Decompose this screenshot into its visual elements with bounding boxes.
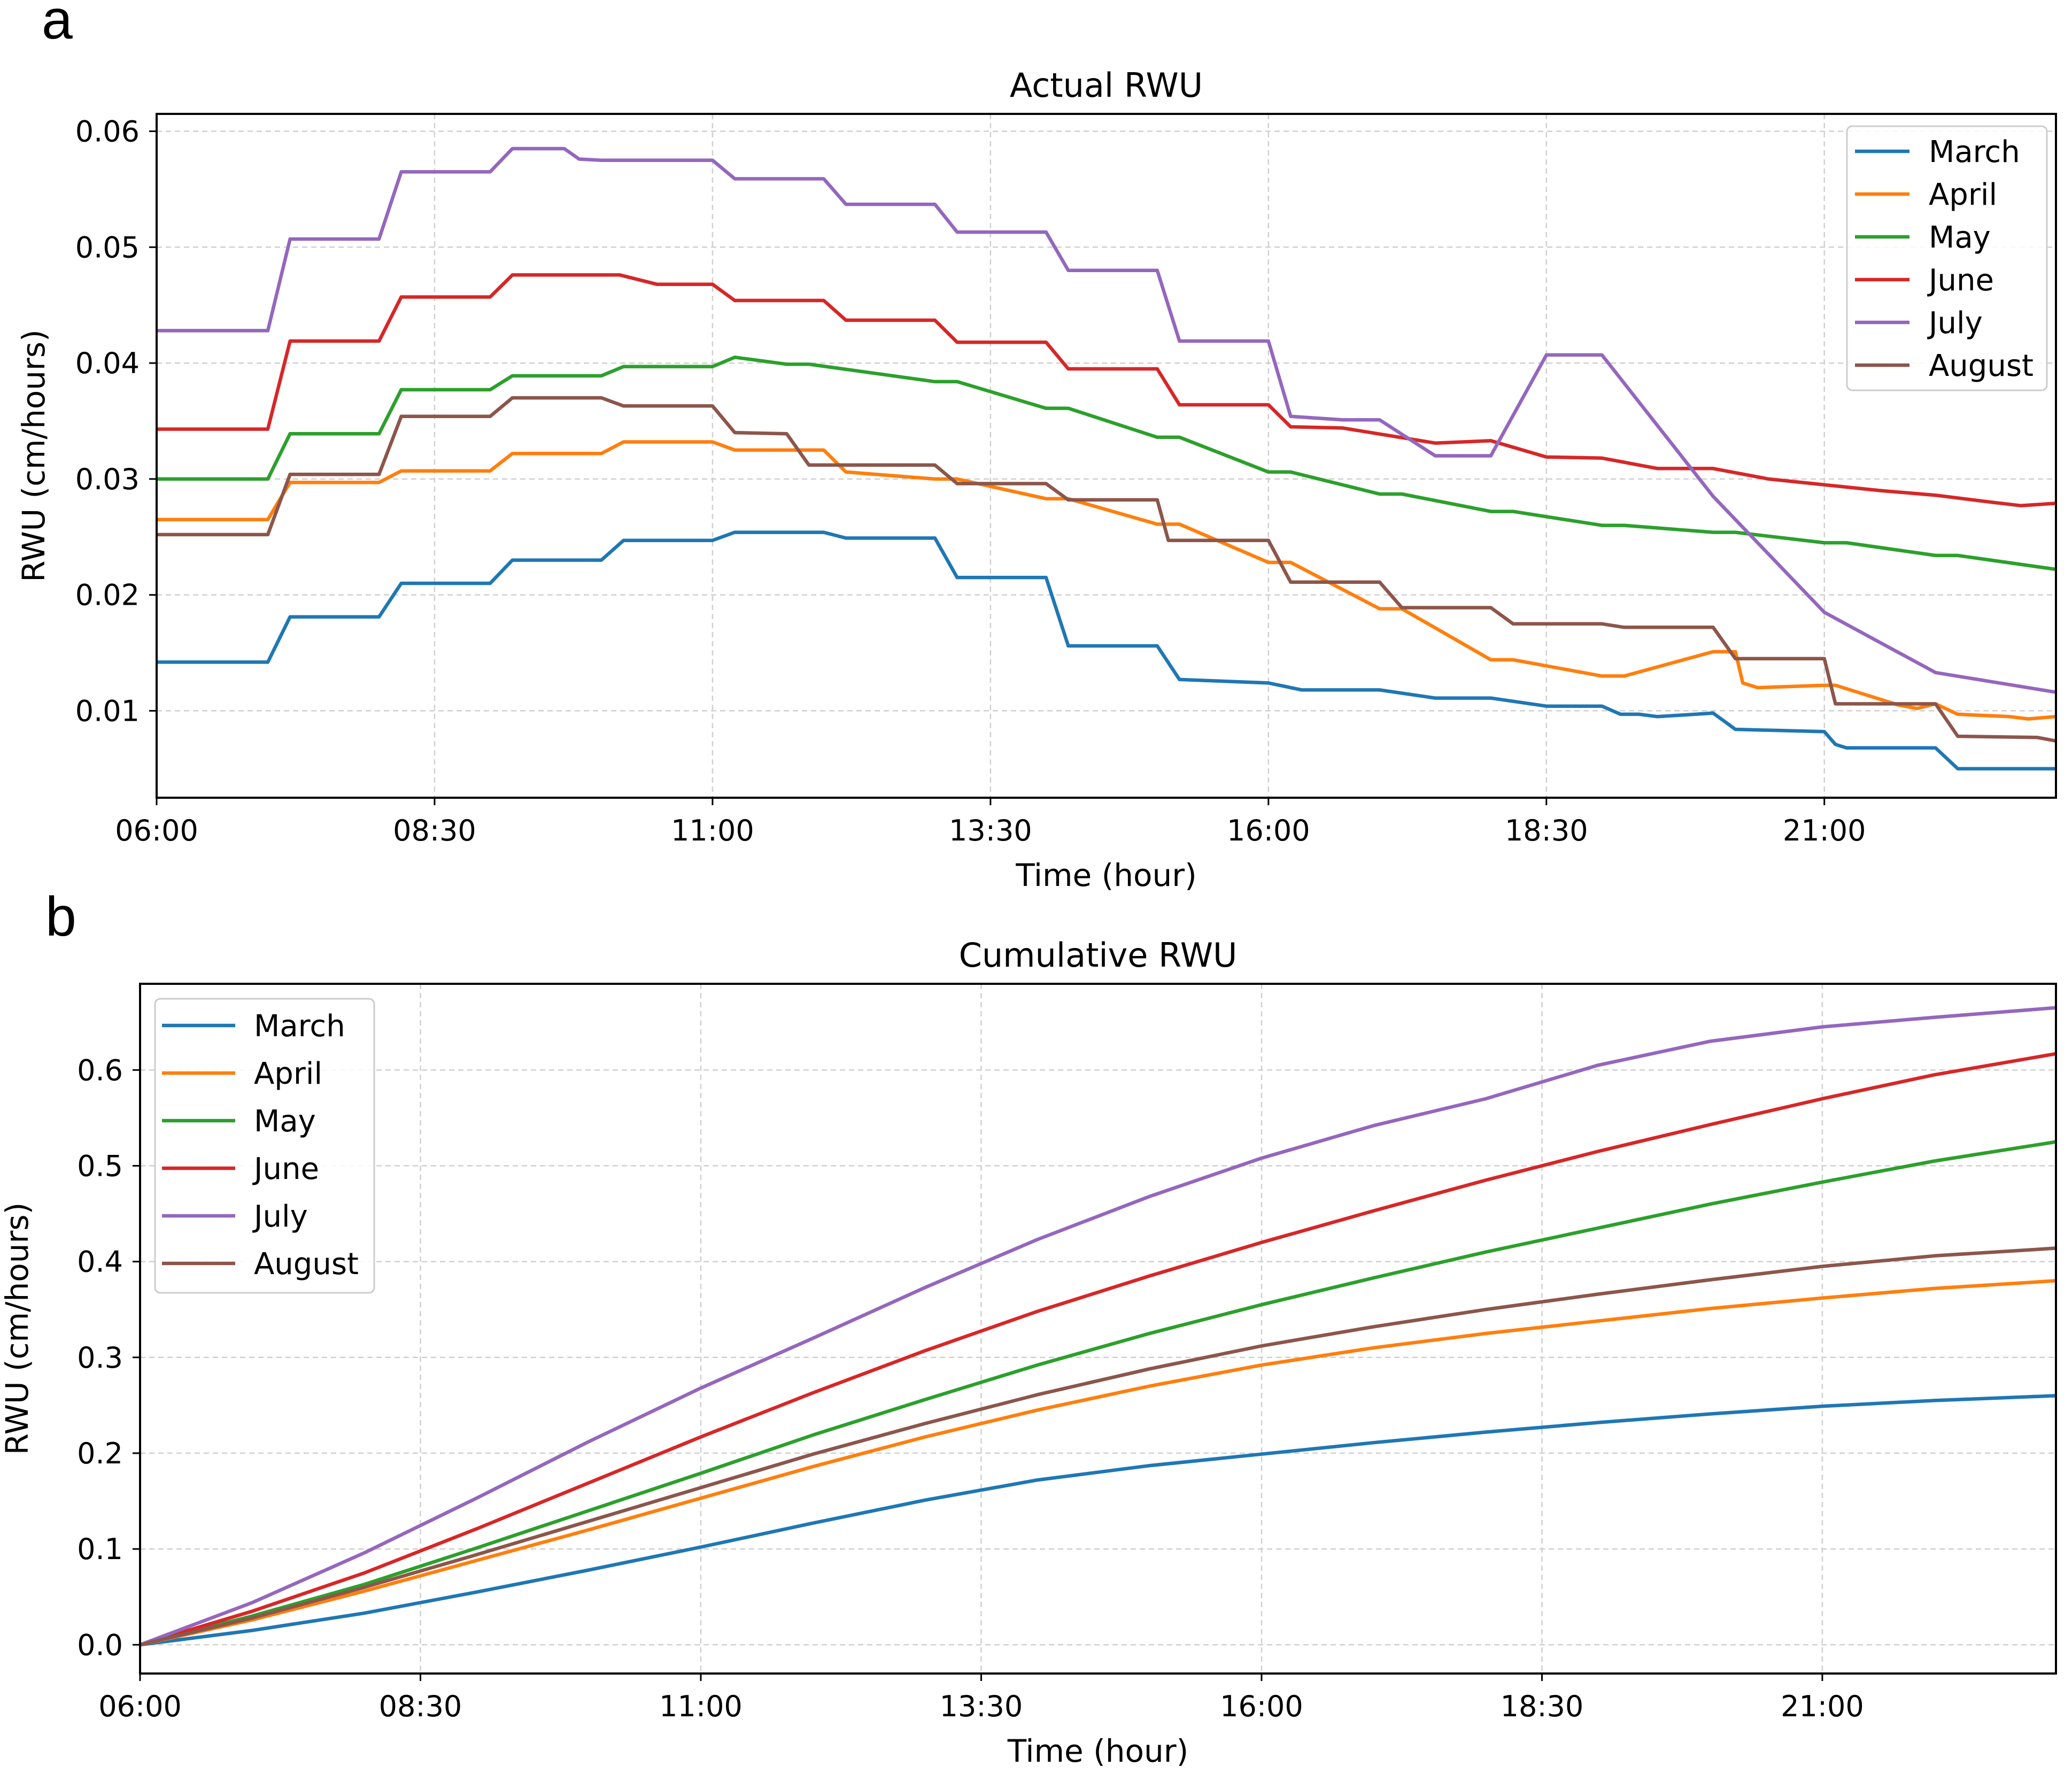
legend-label-august: August [254, 1247, 359, 1282]
legend-label-may: May [1929, 220, 1991, 255]
series-line-march [140, 1394, 2056, 1647]
legend: March April May June July August [1846, 125, 2048, 391]
legend-label-july: July [252, 1199, 308, 1234]
x-axis-label: Time (hour) [1015, 857, 1196, 893]
chart-actual-rwu: 06:00 08:30 11:00 13:30 16:00 18:30 21:00 0.01 0… [16, 66, 2057, 893]
x-tick-label: 11:00 [671, 814, 754, 847]
x-tick-label: 08:30 [393, 814, 476, 847]
legend-box [1846, 125, 2048, 391]
series-line-may [140, 1140, 2056, 1647]
x-tick-label: 06:00 [115, 814, 198, 847]
series-line-april [140, 1279, 2056, 1647]
y-axis-label: RWU (cm/hours) [0, 1202, 35, 1455]
series-line-may [157, 355, 2056, 572]
y-tick-label: 0.05 [75, 230, 140, 264]
panel-label-b: b [45, 886, 76, 948]
legend-label-august: August [1929, 349, 2034, 383]
x-axis-label: Time (hour) [1007, 1733, 1188, 1769]
plot-frame [156, 113, 2057, 799]
legend-label-june: June [252, 1152, 319, 1186]
panel-label-a: a [42, 0, 73, 51]
chart-cumulative-rwu: 06:00 08:30 11:00 13:30 16:00 18:30 21:00 0.0 0.… [0, 936, 2057, 1769]
legend-label-march: March [1929, 135, 2020, 169]
x-tick-label: 18:30 [1501, 1690, 1584, 1723]
x-tick-label: 11:00 [659, 1690, 743, 1723]
chart-title: Cumulative RWU [959, 936, 1238, 975]
x-tick-label: 13:30 [940, 1690, 1023, 1723]
legend-label-march: March [254, 1009, 345, 1044]
legend-label-april: April [254, 1057, 322, 1091]
series-line-july [140, 1006, 2056, 1647]
y-axis-label: RWU (cm/hours) [16, 329, 52, 582]
legend-label-june: June [1927, 263, 1994, 298]
series-line-june [140, 1052, 2056, 1647]
x-tick-label: 21:00 [1781, 1690, 1864, 1723]
y-tick-label: 0.04 [75, 346, 140, 380]
y-tick-label: 0.06 [75, 115, 140, 149]
y-tick-label: 0.5 [77, 1149, 123, 1183]
legend-label-may: May [254, 1104, 316, 1139]
x-tick-label: 21:00 [1783, 814, 1866, 847]
y-tick-label: 0.02 [75, 579, 140, 612]
x-tick-label: 13:30 [949, 814, 1032, 847]
series-group [157, 146, 2056, 771]
y-tick-label: 0.01 [75, 694, 140, 728]
y-tick-label: 0.03 [75, 462, 140, 496]
x-tick-label: 16:00 [1227, 814, 1310, 847]
legend-label-july: July [1927, 306, 1983, 341]
y-tick-label: 0.1 [77, 1532, 123, 1566]
y-tick-label: 0.4 [77, 1245, 123, 1279]
y-tick-label: 0.0 [77, 1628, 123, 1662]
series-line-july [157, 146, 2056, 694]
series-group [140, 1006, 2056, 1647]
legend-label-april: April [1929, 178, 1997, 212]
x-tick-label: 08:30 [379, 1690, 462, 1723]
series-line-june [157, 273, 2056, 507]
y-tick-label: 0.2 [77, 1437, 123, 1470]
legend: March April May June July August [154, 998, 375, 1294]
x-tick-label: 16:00 [1220, 1690, 1303, 1723]
series-line-august [140, 1246, 2056, 1647]
y-tick-label: 0.6 [77, 1053, 123, 1087]
y-tick-label: 0.3 [77, 1341, 123, 1375]
series-line-march [157, 530, 2056, 771]
x-tick-label: 18:30 [1505, 814, 1588, 847]
series-line-august [157, 396, 2056, 743]
plot-frame [139, 983, 2057, 1675]
x-tick-label: 06:00 [98, 1690, 182, 1723]
chart-title: Actual RWU [1010, 66, 1203, 105]
